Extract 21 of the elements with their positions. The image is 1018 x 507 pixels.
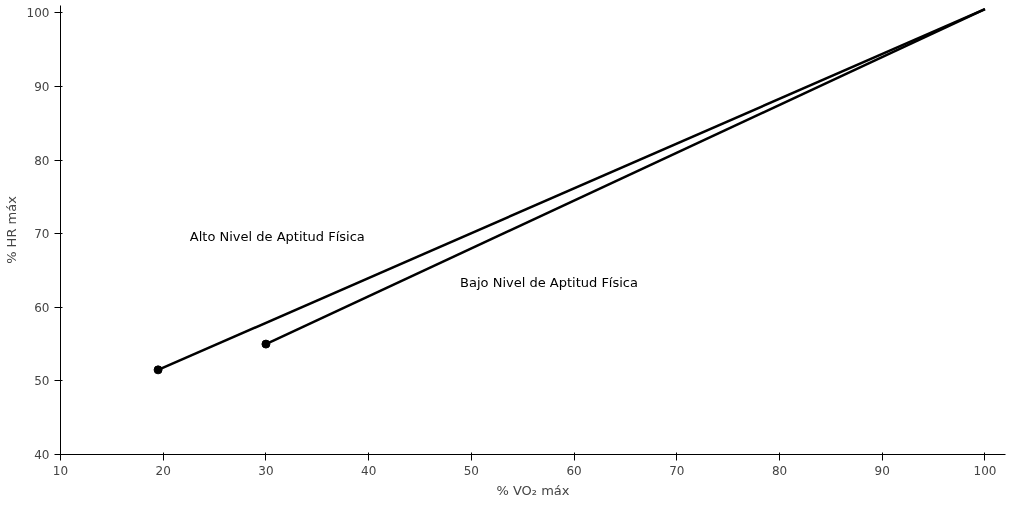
- x-tick-label: 40: [361, 463, 377, 478]
- y-tick-label: 60: [34, 300, 50, 315]
- y-axis-title: % HR máx: [3, 195, 19, 264]
- x-tick-label: 60: [566, 463, 582, 478]
- x-tick-label: 30: [258, 463, 274, 478]
- x-tick-label: 70: [669, 463, 685, 478]
- x-tick-label: 50: [463, 463, 480, 478]
- x-axis-title: % VO₂ máx: [496, 482, 570, 498]
- series-label: Bajo Nivel de Aptitud Física: [460, 274, 638, 290]
- x-tick-label: 20: [155, 463, 171, 478]
- x-tick-label: 100: [973, 463, 997, 478]
- y-tick-label: 70: [34, 227, 50, 242]
- y-tick-label: 80: [34, 153, 50, 168]
- x-tick-label: 10: [52, 463, 69, 478]
- text: Alto Nivel de Aptitud Física: [189, 228, 365, 244]
- y-tick-label: 90: [34, 79, 50, 94]
- y-tick-label: 100: [26, 6, 50, 21]
- x-tick-label: 80: [771, 463, 788, 478]
- y-tick-label: 40: [34, 448, 50, 462]
- y-tick-label: 50: [34, 374, 50, 389]
- x-tick-label: 90: [874, 463, 890, 478]
